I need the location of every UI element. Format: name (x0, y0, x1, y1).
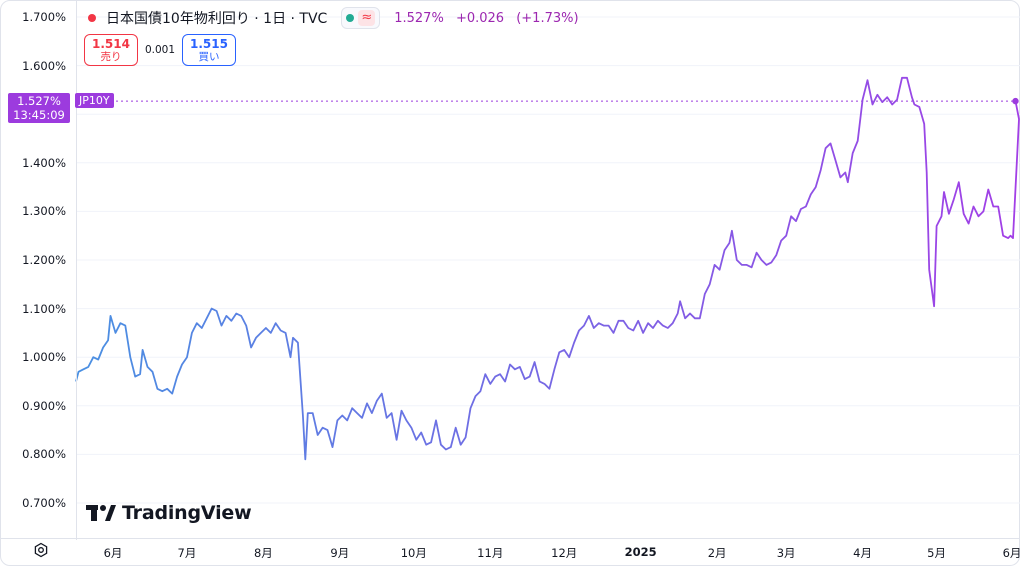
x-tick-label: 6月 (103, 546, 123, 560)
buy-label: 買い (198, 51, 220, 63)
y-tick-label: 0.900% (22, 398, 66, 413)
y-tick-label: 1.300% (22, 204, 66, 219)
y-tick-label: 1.000% (22, 350, 66, 365)
y-tick-label: 1.100% (22, 301, 66, 316)
sell-button[interactable]: 1.514 売り (84, 34, 138, 66)
x-tick-label: 10月 (400, 546, 427, 560)
x-tick-label: 11月 (477, 546, 504, 560)
x-tick-label: 2月 (707, 546, 727, 560)
tradingview-logo-icon (86, 505, 116, 521)
tradingview-logo-text: TradingView (122, 502, 252, 524)
buy-button[interactable]: 1.515 買い (182, 34, 236, 66)
price-change: +0.026 (455, 10, 505, 26)
sell-price: 1.514 (92, 37, 130, 51)
price-change-percent: (+1.73%) (516, 10, 579, 26)
x-tick-label: 5月 (927, 546, 946, 560)
x-tick-label: 12月 (551, 546, 578, 560)
y-tick-label: 1.400% (22, 155, 66, 170)
y-tick-label: 0.800% (22, 447, 66, 462)
quote-values: 1.527% +0.026 (+1.73%) (394, 11, 586, 26)
symbol-tag: JP10Y (75, 93, 114, 109)
delayed-data-icon: ≈ (358, 10, 376, 26)
y-axis[interactable]: 1.700%1.600%1.500%1.400%1.300%1.200%1.10… (0, 0, 77, 540)
last-price-tag-value: 1.527% (17, 94, 61, 109)
x-tick-label: 7月 (177, 546, 197, 560)
x-tick-label: 4月 (853, 546, 872, 560)
market-status-pill[interactable]: ≈ (341, 7, 381, 29)
trade-buttons: 1.514 売り 0.001 1.515 買い (84, 34, 236, 66)
x-tick-label: 9月 (330, 546, 350, 560)
last-price: 1.527% (394, 10, 444, 26)
buy-price: 1.515 (190, 37, 228, 51)
y-tick-label: 1.200% (22, 253, 66, 267)
last-price-tag: 1.527% 13:45:09 (8, 93, 70, 124)
status-dot-icon (88, 14, 96, 22)
x-tick-label: 8月 (253, 546, 273, 560)
sell-label: 売り (100, 51, 122, 63)
y-tick-label: 1.700% (22, 10, 66, 24)
series-line (75, 76, 1020, 461)
tradingview-logo[interactable]: TradingView (86, 502, 252, 524)
y-tick-label: 0.700% (22, 496, 66, 510)
chart-legend: 日本国債10年物利回り · 1日 · TVC ≈ 1.527% +0.026 (… (88, 7, 587, 29)
x-tick-label: 3月 (776, 546, 796, 560)
spread-value: 0.001 (144, 44, 176, 56)
last-price-tag-time: 13:45:09 (13, 108, 65, 123)
symbol-title[interactable]: 日本国債10年物利回り · 1日 · TVC (106, 11, 328, 27)
last-price-dot (1012, 97, 1019, 105)
settings-icon[interactable] (33, 542, 49, 558)
x-axis[interactable]: 6月 7月 8月 9月 10月 11月 12月 2025 2月 3月 4月 5月 6月 (0, 538, 1022, 567)
market-open-icon (346, 14, 355, 22)
y-tick-label: 1.600% (22, 58, 66, 73)
x-tick-label: 6月 (1002, 546, 1022, 560)
x-tick-label: 2025 (624, 545, 657, 559)
